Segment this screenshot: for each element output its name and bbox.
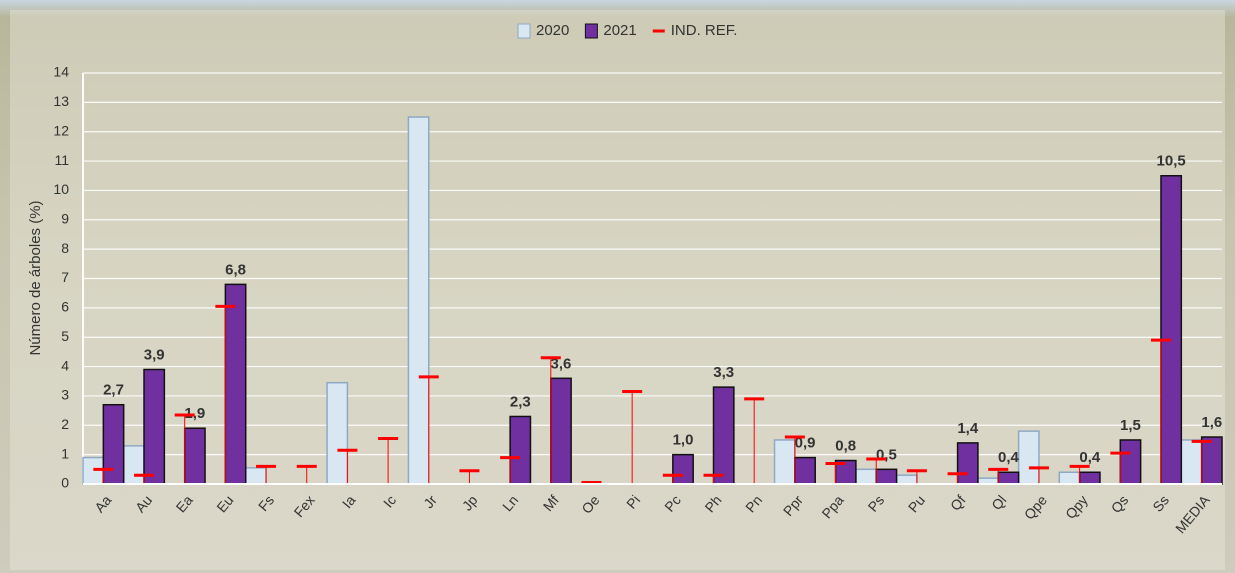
bar (897, 475, 917, 484)
value-label: 1,0 (673, 432, 694, 449)
y-tick-label: 4 (61, 357, 69, 373)
bar (795, 458, 815, 484)
y-tick-label: 1 (61, 445, 69, 461)
bar (998, 472, 1018, 484)
bar (246, 468, 266, 484)
bar (673, 455, 693, 484)
bar (1059, 472, 1079, 484)
value-label: 1,6 (1201, 414, 1222, 431)
value-label: 2,3 (510, 393, 531, 410)
bar (714, 387, 734, 484)
bar (1181, 440, 1201, 484)
y-tick-label: 12 (53, 122, 69, 138)
bar (103, 405, 123, 484)
bar (510, 416, 530, 484)
bar (408, 117, 428, 484)
value-label: 0,4 (998, 449, 1020, 466)
y-axis-label: Número de árboles (%) (27, 200, 44, 355)
y-tick-label: 5 (61, 328, 69, 344)
bar (185, 428, 205, 484)
bar (225, 284, 245, 484)
bar (1120, 440, 1140, 484)
bar (144, 370, 164, 484)
bar (1202, 437, 1222, 484)
bar (856, 469, 876, 484)
value-label: 1,4 (957, 420, 979, 437)
value-label: 10,5 (1157, 153, 1186, 170)
value-label: 6,8 (225, 261, 246, 278)
value-label: 3,3 (713, 364, 734, 381)
y-tick-label: 7 (61, 269, 69, 285)
legend-label: 2020 (536, 22, 569, 39)
y-tick-label: 14 (53, 64, 69, 80)
chart: Número de árboles (%) 012345678910111213… (0, 0, 1235, 573)
y-tick-label: 6 (61, 299, 69, 315)
y-tick-label: 10 (53, 181, 69, 197)
bar (1080, 472, 1100, 484)
y-tick-label: 8 (61, 240, 69, 256)
value-label: 3,9 (144, 346, 165, 363)
legend-label: IND. REF. (671, 22, 738, 39)
y-tick-label: 3 (61, 387, 69, 403)
bar (958, 443, 978, 484)
value-label: 0,8 (835, 437, 856, 454)
bar (775, 440, 795, 484)
plot-panel (10, 10, 1225, 570)
y-tick-label: 9 (61, 210, 69, 226)
legend-swatch (518, 24, 530, 38)
bar (327, 383, 347, 484)
y-tick-label: 11 (54, 152, 69, 168)
legend-label: 2021 (603, 22, 636, 39)
bar (124, 446, 144, 484)
bar (1161, 176, 1181, 484)
bar (551, 378, 571, 484)
bar (1019, 431, 1039, 484)
value-label: 1,5 (1120, 417, 1141, 434)
value-label: 0,4 (1079, 449, 1101, 466)
value-label: 2,7 (103, 382, 124, 399)
y-tick-label: 13 (53, 93, 69, 109)
y-tick-label: 2 (61, 416, 69, 432)
y-tick-label: 0 (61, 475, 69, 491)
bar (876, 469, 896, 484)
legend-swatch (585, 24, 597, 38)
value-label: 0,5 (876, 446, 897, 463)
